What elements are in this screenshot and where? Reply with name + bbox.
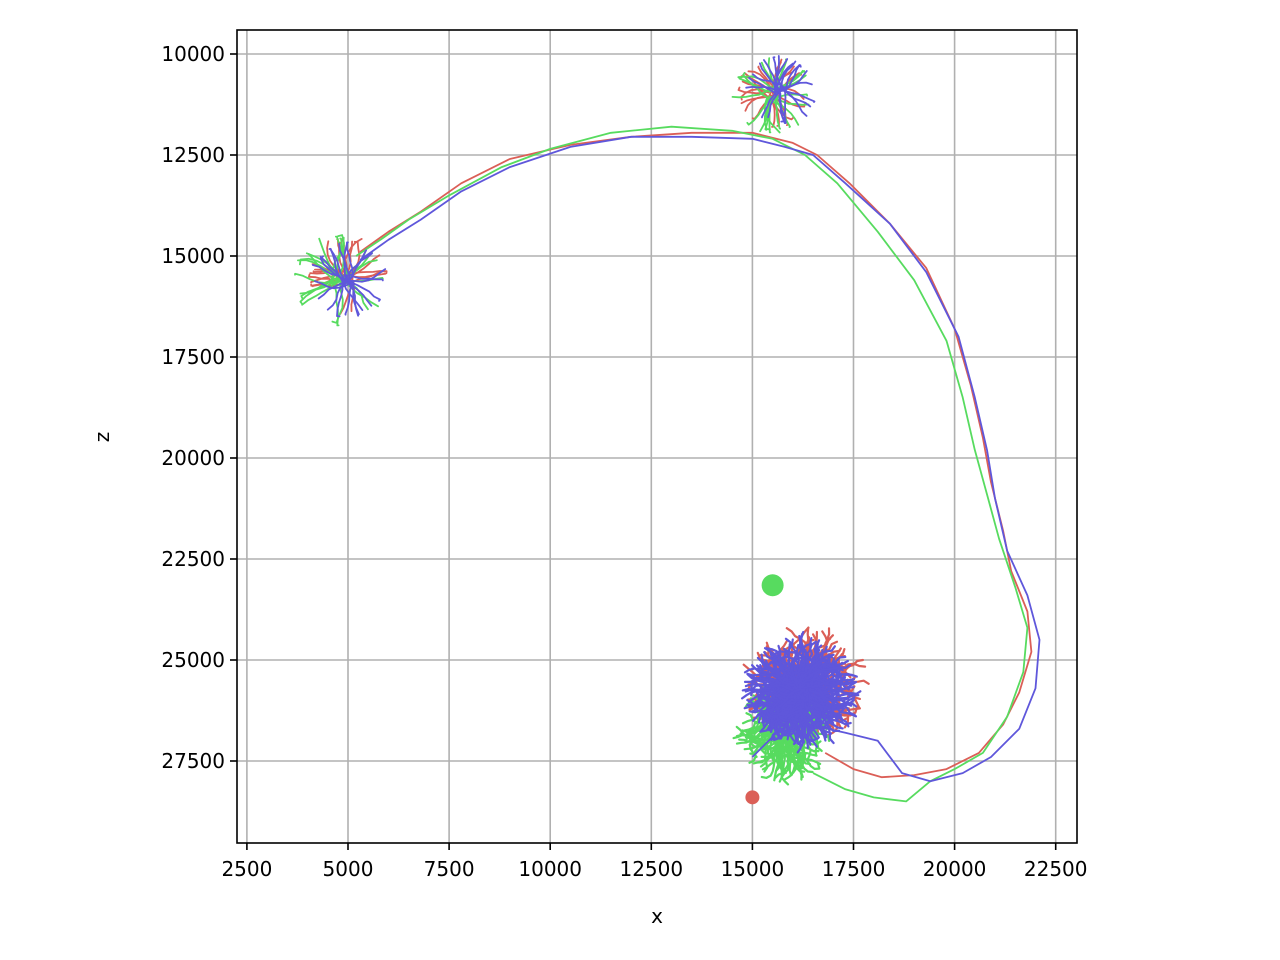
y-tick-label: 10000 (161, 42, 225, 66)
x-tick-label: 5000 (323, 857, 374, 881)
series-neuron-green (294, 57, 1029, 803)
y-tick-label: 20000 (161, 446, 225, 470)
x-tick-label: 17500 (822, 857, 886, 881)
x-tick-label: 15000 (721, 857, 785, 881)
y-tick-label: 17500 (161, 345, 225, 369)
axes-frame (236, 29, 1078, 844)
y-tick-label: 15000 (161, 244, 225, 268)
y-tick-label: 22500 (161, 547, 225, 571)
y-axis-ticks: 10000 12500 15000 17500 20000 22500 25000 27500 (161, 42, 237, 773)
y-tick-label: 27500 (161, 749, 225, 773)
series-neuron-red (308, 58, 1033, 805)
x-axis-ticks: 2500 5000 7500 10000 12500 15000 17500 20000 225… (221, 843, 1088, 881)
x-tick-label: 10000 (518, 857, 582, 881)
x-tick-label: 22500 (1024, 857, 1088, 881)
soma-marker (761, 574, 784, 597)
x-tick-label: 7500 (424, 857, 475, 881)
x-axis-label: x (651, 904, 663, 928)
grid-lines (237, 30, 1077, 843)
y-axis-label: z (90, 432, 114, 443)
x-tick-label: 12500 (619, 857, 683, 881)
y-tick-label: 12500 (161, 143, 225, 167)
soma-marker (745, 790, 760, 805)
plot-area (294, 55, 1041, 805)
series-neuron-blue (311, 55, 1041, 783)
y-tick-label: 25000 (161, 648, 225, 672)
x-tick-label: 20000 (923, 857, 987, 881)
x-tick-label: 2500 (221, 857, 272, 881)
